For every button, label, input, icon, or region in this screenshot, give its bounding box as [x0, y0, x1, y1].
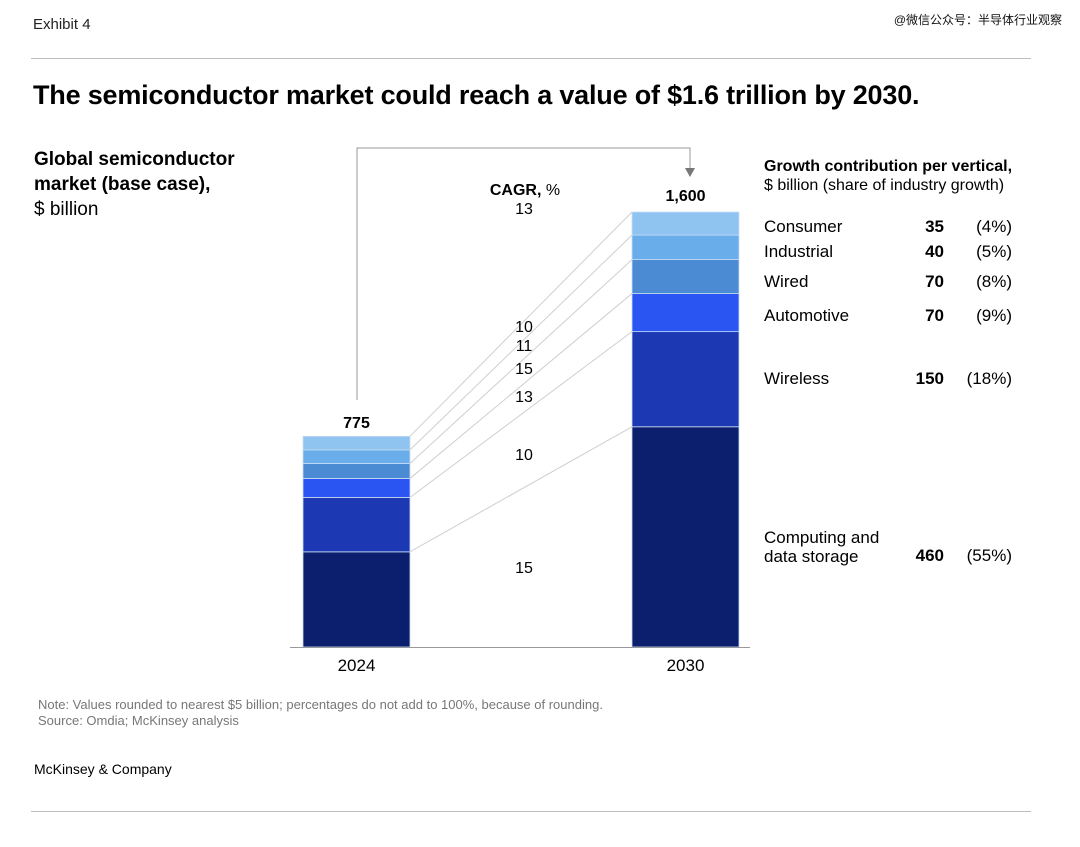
brand-logo: McKinsey & Company — [34, 761, 172, 777]
row-share: (18%) — [966, 369, 1012, 388]
growth-header: Growth contribution per vertical, $ bill… — [764, 157, 1012, 195]
bar-segment-wireless-2030 — [631, 331, 740, 428]
row-name: Industrial — [764, 242, 833, 261]
row-value: 460 — [915, 546, 944, 565]
bar-segment-consumer-2030 — [631, 211, 740, 236]
total-2024: 775 — [343, 415, 370, 432]
top-divider — [31, 58, 1031, 59]
bar-segment-consumer-2024 — [302, 435, 411, 451]
bar-segment-computing-2024 — [302, 551, 411, 648]
chart-label: Global semiconductor market (base case),… — [34, 147, 264, 222]
row-name: Wireless — [764, 369, 830, 388]
bar-segment-industrial-2024 — [302, 449, 411, 464]
note-text: Note: Values rounded to nearest $5 billi… — [38, 697, 603, 712]
bar-segment-industrial-2030 — [631, 234, 740, 260]
chart-title: Global semiconductor market (base case), — [34, 149, 235, 195]
connector-line-wireless — [409, 331, 633, 498]
cagr-header-label: CAGR, — [489, 182, 542, 199]
growth-header-title: Growth contribution per vertical, — [764, 158, 1013, 175]
row-share: (8%) — [976, 272, 1012, 291]
row-share: (55%) — [966, 546, 1012, 565]
bar-segment-wired-2030 — [631, 259, 740, 294]
row-share: (5%) — [976, 242, 1012, 261]
x-tick-2024: 2024 — [337, 656, 376, 675]
source-text: Source: Omdia; McKinsey analysis — [38, 713, 239, 728]
bar-segment-automotive-2030 — [631, 293, 740, 333]
cagr-total: 13 — [515, 201, 533, 218]
arrow-down-icon — [685, 168, 695, 177]
connector-line-computing — [409, 426, 633, 553]
connector-line-wired — [409, 259, 633, 464]
bottom-divider — [31, 811, 1031, 812]
cagr-label-computing: 15 — [515, 560, 533, 577]
row-share: (9%) — [976, 306, 1012, 325]
cagr-unit: % — [541, 182, 561, 199]
bar-segment-computing-2030 — [631, 426, 740, 648]
growth-row-computing: Computing and data storage 460 (55%) — [764, 528, 1014, 568]
chart-unit: $ billion — [34, 199, 99, 220]
growth-bracket — [356, 147, 691, 400]
row-name: Automotive — [764, 306, 850, 325]
footnote: Note: Values rounded to nearest $5 billi… — [38, 697, 603, 729]
row-name: Computing and data storage — [764, 528, 880, 566]
cagr-label-wired: 15 — [515, 361, 533, 378]
connector-line-consumer — [409, 211, 633, 437]
cagr-label-wireless: 10 — [515, 447, 533, 464]
exhibit-label: Exhibit 4 — [33, 16, 91, 33]
row-value: 40 — [925, 242, 944, 261]
bar-segment-automotive-2024 — [302, 478, 411, 498]
cagr-label-automotive: 13 — [515, 389, 533, 406]
page-title: The semiconductor market could reach a v… — [33, 80, 920, 110]
row-value: 150 — [915, 369, 944, 388]
total-2030: 1,600 — [665, 188, 706, 205]
row-share: (4%) — [976, 217, 1012, 236]
row-name: Consumer — [764, 217, 843, 236]
row-name: Wired — [764, 272, 809, 291]
row-value: 70 — [925, 272, 944, 291]
row-value: 70 — [925, 306, 944, 325]
cagr-label-consumer: 10 — [515, 319, 533, 336]
watermark: @微信公众号：半导体行业观察 — [893, 13, 1062, 27]
growth-header-unit: $ billion (share of industry growth) — [764, 177, 1005, 194]
connector-line-industrial — [409, 234, 633, 451]
cagr-label-industrial: 11 — [515, 338, 533, 355]
cagr-header: CAGR, % — [470, 182, 580, 200]
connector-line-automotive — [409, 293, 633, 479]
x-tick-2030: 2030 — [666, 656, 705, 675]
bar-segment-wireless-2024 — [302, 497, 411, 553]
row-value: 35 — [925, 217, 944, 236]
bar-segment-wired-2024 — [302, 463, 411, 479]
